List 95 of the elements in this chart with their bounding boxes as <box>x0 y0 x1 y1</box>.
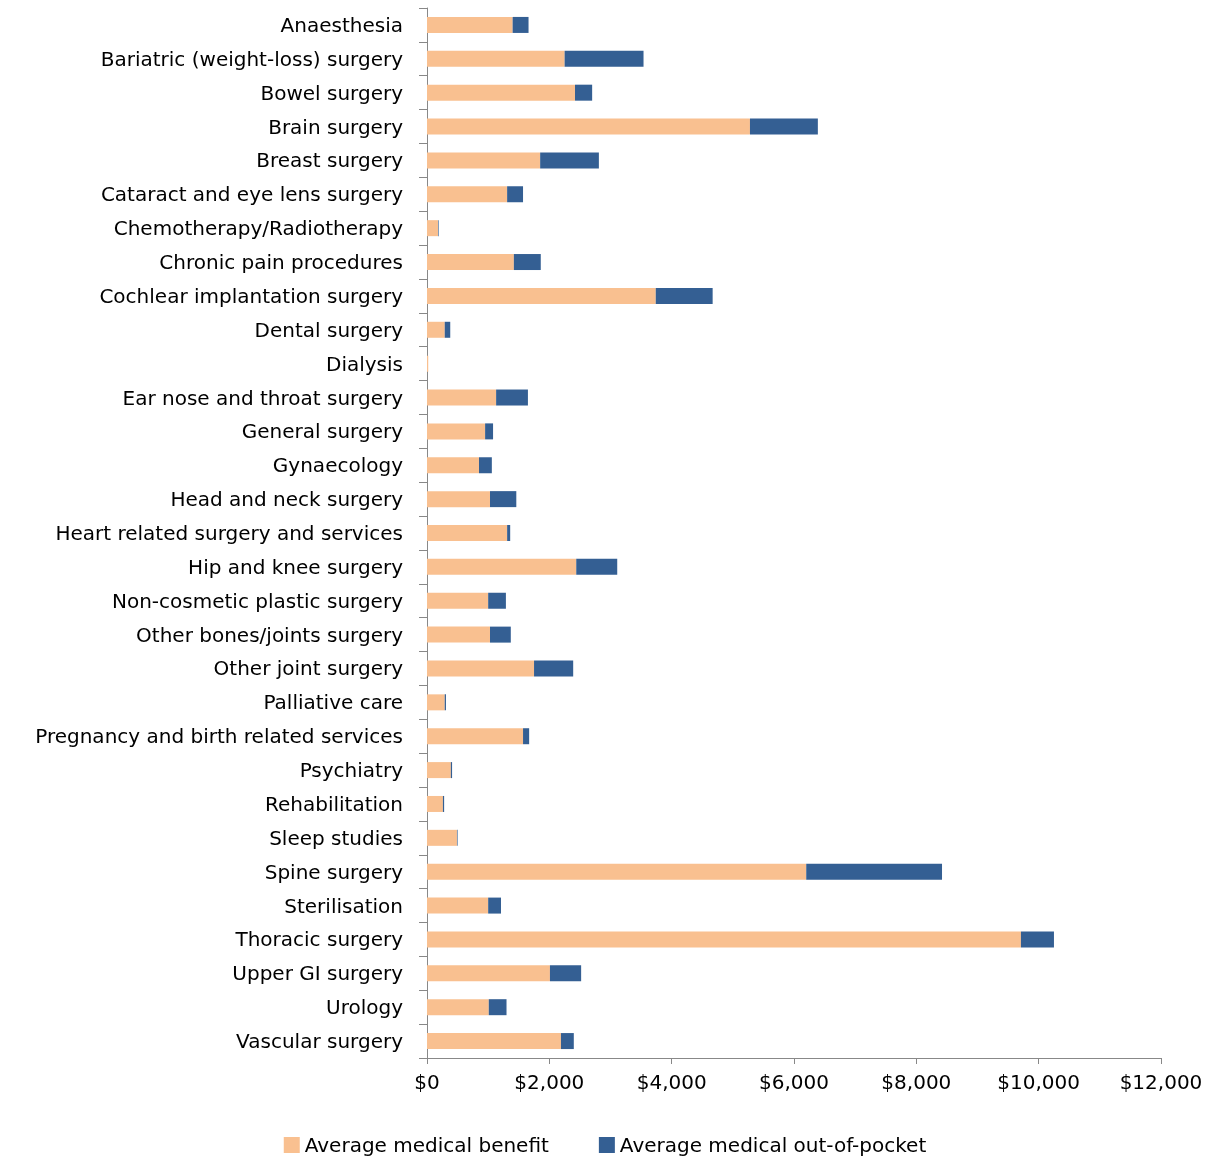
bar <box>427 287 656 304</box>
y-tick-label: Dental surgery <box>254 317 404 342</box>
bar <box>427 999 489 1016</box>
y-tick-label: Breast surgery <box>256 148 404 173</box>
bar <box>427 321 445 338</box>
bar <box>490 626 511 643</box>
bar <box>427 525 508 541</box>
y-tick-label: Ear nose and throat surgery <box>122 385 404 410</box>
x-tick-label: $6,000 <box>759 1070 829 1094</box>
bar <box>427 897 489 914</box>
bar <box>490 491 517 508</box>
bar <box>749 118 818 135</box>
bar <box>427 1033 561 1050</box>
bar <box>427 965 550 982</box>
y-tick-label: Bowel surgery <box>260 80 404 105</box>
bar <box>488 897 502 914</box>
bar <box>576 558 618 575</box>
bar <box>427 931 1021 948</box>
y-tick-label: Chemotherapy/Radiotherapy <box>113 216 404 241</box>
bar <box>427 389 497 406</box>
bar <box>427 152 541 169</box>
bar <box>523 728 530 745</box>
y-tick-label: Vascular surgery <box>236 1029 404 1054</box>
y-tick-label: Upper GI surgery <box>232 961 404 986</box>
bar <box>427 558 577 575</box>
y-tick-label: Brain surgery <box>268 114 404 139</box>
bar <box>496 389 528 406</box>
bar <box>427 457 479 474</box>
y-tick-label: Bariatric (weight-loss) surgery <box>100 46 404 71</box>
y-tick-label: Dialysis <box>325 351 403 376</box>
bar <box>507 525 511 541</box>
y-tick-label: Hip and knee surgery <box>188 554 404 579</box>
bar <box>560 1033 574 1050</box>
bar <box>549 965 582 982</box>
bar <box>655 287 713 304</box>
bar <box>427 491 490 508</box>
y-tick-label: Psychiatry <box>299 758 404 783</box>
legend-label: Average medical benefit <box>304 1133 550 1157</box>
y-tick-label: Spine surgery <box>264 859 404 884</box>
y-tick-label: Chronic pain procedures <box>159 250 403 275</box>
legend-label: Average medical out-of-pocket <box>619 1133 927 1157</box>
bar <box>427 863 807 880</box>
y-tick-label: Urology <box>326 995 404 1020</box>
bar <box>534 660 574 677</box>
y-tick-label: General surgery <box>241 419 404 444</box>
y-tick-label: Palliative care <box>263 690 403 715</box>
bar <box>427 694 445 711</box>
x-tick-label: $0 <box>414 1070 440 1094</box>
bar <box>488 999 507 1016</box>
bar <box>806 863 943 880</box>
y-tick-label: Gynaecology <box>272 453 404 478</box>
y-tick-label: Head and neck surgery <box>170 487 404 512</box>
bar <box>444 321 451 338</box>
x-tick-label: $4,000 <box>636 1070 707 1094</box>
x-tick-label: $2,000 <box>514 1070 585 1094</box>
y-tick-label: Pregnancy and birth related services <box>35 724 403 749</box>
y-tick-label: Anaesthesia <box>280 12 403 37</box>
x-tick-label: $12,000 <box>1119 1070 1203 1094</box>
bar <box>507 186 524 203</box>
x-tick-label: $10,000 <box>997 1070 1081 1094</box>
bar <box>427 220 439 237</box>
bar <box>513 254 541 271</box>
bar <box>485 423 494 440</box>
bar <box>427 829 457 846</box>
bar <box>1020 931 1054 948</box>
y-tick-label: Non-cosmetic plastic surgery <box>112 588 404 613</box>
bar <box>427 592 489 609</box>
bar <box>427 762 451 779</box>
y-tick-label: Other bones/joints surgery <box>136 622 404 647</box>
bar <box>427 186 508 203</box>
bar <box>478 457 492 474</box>
bar <box>427 660 535 677</box>
bar <box>427 254 514 271</box>
y-tick-label: Thoracic surgery <box>234 927 404 952</box>
y-tick-label: Sleep studies <box>269 825 403 850</box>
y-tick-label: Cataract and eye lens surgery <box>100 182 404 207</box>
bar <box>427 16 513 33</box>
bar <box>575 84 593 101</box>
bar <box>427 50 565 67</box>
bar <box>540 152 599 169</box>
bar <box>427 118 750 135</box>
y-tick-label: Cochlear implantation surgery <box>99 283 404 308</box>
bar <box>427 84 576 101</box>
bar <box>427 728 524 745</box>
y-tick-label: Sterilisation <box>284 893 403 918</box>
bar <box>427 795 443 812</box>
bar <box>564 50 644 67</box>
y-tick-label: Other joint surgery <box>213 656 404 681</box>
y-tick-label: Heart related surgery and services <box>55 521 403 545</box>
bar <box>488 592 506 609</box>
bar <box>512 16 529 33</box>
x-tick-label: $8,000 <box>881 1070 952 1094</box>
y-tick-label: Rehabilitation <box>264 791 403 816</box>
bar <box>427 626 490 643</box>
bar <box>427 423 486 440</box>
